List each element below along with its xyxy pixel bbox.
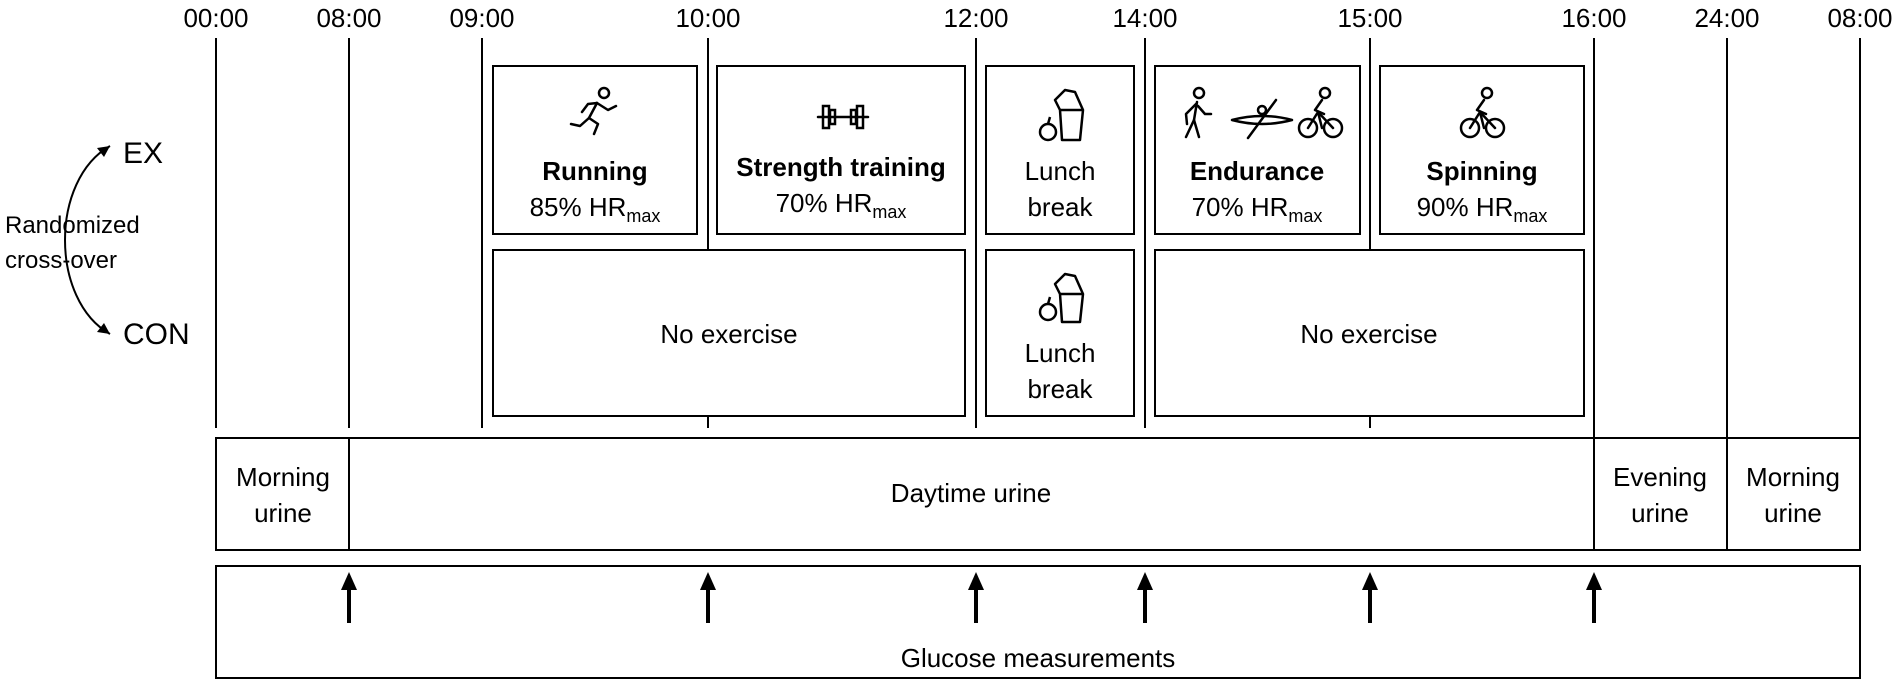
glucose-arrows [341,572,1602,623]
dumbbell-icon [816,104,870,130]
no-exercise-label: No exercise [660,319,797,349]
ex-box-endurance [1154,65,1361,235]
glucose-label: Glucose measurements [901,643,1176,673]
urine-evening-line1: Evening [1613,462,1707,492]
lunch-line2: break [1027,374,1093,404]
time-axis-labels: 00:00 08:00 09:00 10:00 12:00 14:00 15:0… [183,3,1892,33]
glucose-arrow-head [1586,572,1602,590]
con-box-texts: No exercise Lunch break No exercise [660,319,1437,404]
time-label: 16:00 [1561,3,1626,33]
lunch-bag-apple-icon [1038,88,1085,142]
glucose-arrow-head [1362,572,1378,590]
time-label: 12:00 [943,3,1008,33]
endurance-title: Endurance [1190,156,1324,186]
crossover-arrowhead-bottom [97,323,110,334]
time-label: 00:00 [183,3,248,33]
crossover-arrowhead-top [97,146,110,157]
crossover-arrow [64,145,111,335]
kayak-icon [1230,98,1294,140]
urine-morning-line2: urine [254,498,312,528]
con-label: CON [123,318,190,351]
ex-row [492,65,1585,235]
urine-daytime-label: Daytime urine [891,478,1051,508]
urine-morning2-line1: Morning [1746,462,1840,492]
spinning-intensity: 90% HRmax [1417,192,1548,226]
time-label: 24:00 [1694,3,1759,33]
con-box-lunch [985,249,1135,417]
time-label: 15:00 [1337,3,1402,33]
glucose-frame [215,565,1861,679]
condition-labels: EX CON Randomized cross-over [5,137,190,351]
time-label: 10:00 [675,3,740,33]
randomization-line1: Randomized [5,212,140,239]
time-label: 08:00 [1827,3,1892,33]
glucose-arrow-head [1137,572,1153,590]
lunch-line2: break [1027,192,1093,222]
cycling-icon [1459,86,1506,139]
urine-morning2-line2: urine [1764,498,1822,528]
time-label: 08:00 [316,3,381,33]
lunch-bag-apple-icon [1038,272,1085,324]
running-icon [569,86,618,136]
ex-label: EX [123,137,163,170]
ex-box-strength [716,65,966,235]
ex-box-texts: Running 85% HRmax Strength training 70% … [530,152,1548,226]
urine-morning-line1: Morning [236,462,330,492]
ex-box-lunch [985,65,1135,235]
con-box-no-exercise-1 [492,249,966,417]
cycling-icon [1297,86,1344,139]
time-gridlines [215,38,1861,438]
time-label: 14:00 [1112,3,1177,33]
endurance-intensity: 70% HRmax [1192,192,1323,226]
urine-frame [215,437,1861,551]
no-exercise-label: No exercise [1300,319,1437,349]
strength-title: Strength training [736,152,945,182]
glucose-arrow-head [700,572,716,590]
urine-evening-line2: urine [1631,498,1689,528]
running-title: Running [542,156,647,186]
urine-row: Morning urine Daytime urine Evening urin… [215,437,1861,551]
spinning-title: Spinning [1426,156,1537,186]
running-intensity: 85% HRmax [530,192,661,226]
lunch-line1: Lunch [1025,156,1096,186]
strength-intensity: 70% HRmax [776,188,907,222]
glucose-row: Glucose measurements [215,565,1861,679]
glucose-arrow-head [341,572,357,590]
lunch-line1: Lunch [1025,338,1096,368]
glucose-arrow-head [968,572,984,590]
ex-box-running [492,65,698,235]
walking-icon [1184,86,1213,139]
ex-box-spinning [1379,65,1585,235]
time-label: 09:00 [449,3,514,33]
randomization-line2: cross-over [5,247,117,274]
